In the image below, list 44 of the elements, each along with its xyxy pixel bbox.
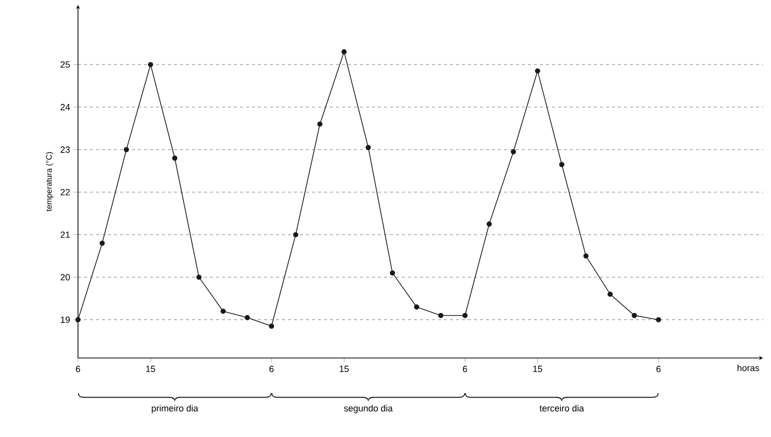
point: [438, 312, 444, 318]
point: [656, 317, 662, 322]
text: terceiro dia: [540, 404, 584, 412]
point: [220, 308, 226, 314]
y-axis-title: temperatura (°C): [46, 152, 54, 212]
text: horas: [738, 364, 760, 372]
point: [510, 149, 516, 154]
point: [293, 232, 298, 238]
y-tick-label: 22: [60, 188, 70, 196]
point: [534, 68, 540, 74]
point: [172, 156, 178, 161]
point: [341, 49, 347, 54]
point: [100, 240, 105, 246]
y-tick-label: 25: [60, 61, 70, 68]
x-tick-label: 15: [340, 366, 349, 372]
point: [268, 324, 274, 329]
point: [559, 162, 564, 168]
y-tick-label: 21: [60, 232, 70, 238]
point: [462, 312, 468, 318]
point: [583, 253, 589, 259]
point: [75, 317, 81, 322]
point: [414, 304, 420, 310]
point: [608, 292, 613, 297]
y-tick-label: 19: [60, 316, 70, 323]
x-tick-label: 6: [462, 366, 468, 372]
y-tick-label: 23: [60, 146, 70, 153]
text: segundo dia: [344, 404, 393, 414]
point: [486, 221, 492, 227]
point: [366, 144, 371, 150]
x-tick-label: 15: [146, 366, 156, 372]
point: [148, 62, 154, 68]
x-tick-label: 15: [533, 366, 542, 372]
x-tick-label: 6: [76, 366, 80, 372]
point: [244, 315, 250, 320]
point: [632, 312, 637, 318]
point: [196, 274, 202, 280]
point: [317, 121, 322, 127]
x-tick-label: 6: [269, 366, 274, 372]
point: [124, 147, 129, 152]
y-tick-label: 20: [60, 274, 70, 280]
y-tick-label: 24: [60, 104, 70, 110]
x-tick-label: 6: [656, 366, 661, 372]
text: primeiro dia: [152, 404, 198, 414]
point: [390, 270, 396, 276]
